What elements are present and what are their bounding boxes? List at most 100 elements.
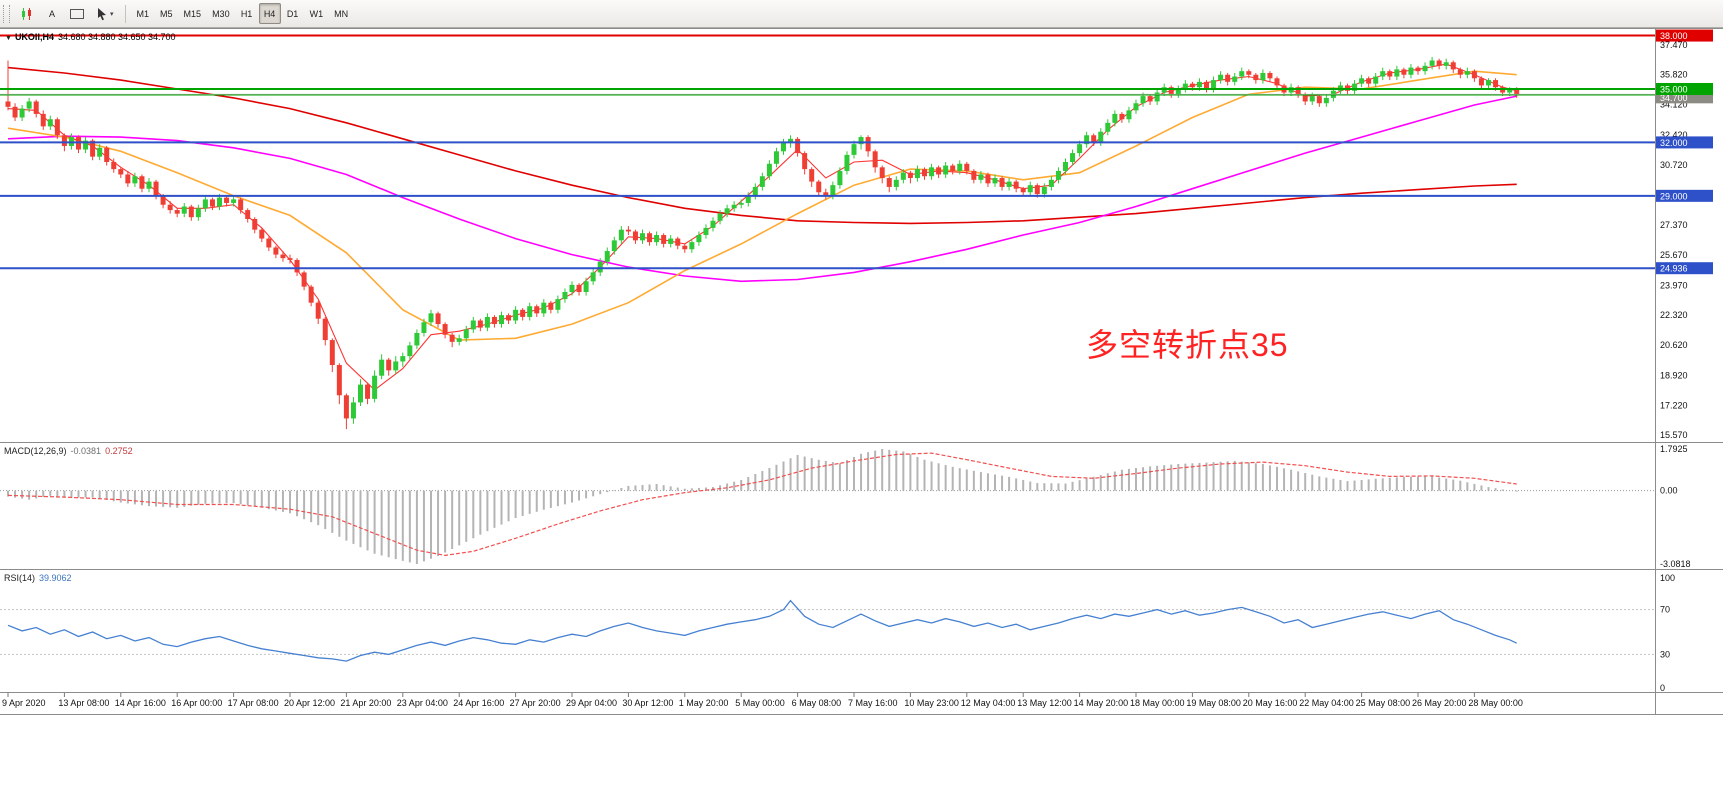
chart-annotation: 多空转折点35 [1086,327,1289,363]
svg-text:19 May 08:00: 19 May 08:00 [1186,698,1241,708]
svg-text:9 Apr 2020: 9 Apr 2020 [2,698,46,708]
symbol-ohlc: 34.680 34.880 34.650 34.700 [57,32,176,42]
candlestick-icon [22,7,31,20]
price-badge-29.000: 29.000 [1656,189,1713,202]
svg-text:25 May 08:00: 25 May 08:00 [1356,698,1411,708]
price-badge-32.000: 32.000 [1656,136,1713,149]
svg-text:24 Apr 16:00: 24 Apr 16:00 [453,698,504,708]
candlestick-series [5,56,1520,430]
chart-symbol-label: ▼ UKOIl,H4 34.680 34.880 34.650 34.700 [5,32,176,42]
text-tool-button[interactable]: A [41,3,63,24]
svg-text:15.570: 15.570 [1660,430,1688,440]
svg-text:1 May 20:00: 1 May 20:00 [679,698,729,708]
svg-text:5 May 00:00: 5 May 00:00 [735,698,785,708]
price-axis: 37.47035.82034.12032.42030.72029.02027.3… [1656,29,1723,715]
toolbar: A ▾ M1 M5 M15 M30 H1 H4 D1 W1 MN [0,0,1723,28]
svg-text:27.370: 27.370 [1660,220,1688,230]
price-badge-24.936: 24.936 [1656,262,1713,275]
tf-button-mn[interactable]: MN [329,3,353,24]
svg-text:13 May 12:00: 13 May 12:00 [1017,698,1072,708]
rectangle-icon [70,8,84,19]
svg-text:34.700: 34.700 [1660,93,1688,103]
collapse-arrow-icon[interactable]: ▼ [5,35,12,42]
svg-text:16 Apr 00:00: 16 Apr 00:00 [171,698,222,708]
svg-text:100: 100 [1660,573,1675,583]
rsi-line [7,599,1517,662]
svg-text:20 May 16:00: 20 May 16:00 [1243,698,1298,708]
svg-text:0.00: 0.00 [1660,486,1678,496]
svg-text:10 May 23:00: 10 May 23:00 [904,698,959,708]
svg-text:24.936: 24.936 [1660,264,1688,274]
svg-text:12 May 04:00: 12 May 04:00 [961,698,1016,708]
svg-text:29 Apr 04:00: 29 Apr 04:00 [566,698,617,708]
macd-panel[interactable] [0,449,1655,564]
rsi-panel[interactable] [0,599,1655,662]
svg-text:29.000: 29.000 [1660,191,1688,201]
svg-text:35.820: 35.820 [1660,69,1688,79]
svg-text:20.620: 20.620 [1660,340,1688,350]
cursor-icon [98,7,106,20]
tf-button-w1[interactable]: W1 [305,3,329,24]
svg-text:0: 0 [1660,683,1665,693]
svg-text:6 May 08:00: 6 May 08:00 [792,698,842,708]
tf-button-h4[interactable]: H4 [258,3,281,24]
svg-text:14 Apr 16:00: 14 Apr 16:00 [115,698,166,708]
toolbar-grip[interactable] [3,4,10,23]
svg-text:26 May 20:00: 26 May 20:00 [1412,698,1467,708]
svg-text:17.220: 17.220 [1660,401,1688,411]
svg-text:-3.0818: -3.0818 [1660,559,1691,569]
toolbar-separator [124,4,126,23]
time-axis: 9 Apr 2020 13 Apr 08:00 14 Apr 16:00 16 Apr… [2,693,1523,708]
svg-text:30 Apr 12:00: 30 Apr 12:00 [622,698,673,708]
tf-button-m5[interactable]: M5 [155,3,178,24]
rsi-value: 39.9062 [39,573,72,583]
tf-button-m30[interactable]: M30 [207,3,235,24]
svg-text:18.920: 18.920 [1660,370,1688,380]
macd-label: MACD(12,26,9) -0.0381 0.2752 [4,446,133,456]
chevron-down-icon: ▾ [110,10,114,18]
svg-text:17 Apr 08:00: 17 Apr 08:00 [228,698,279,708]
svg-text:13 Apr 08:00: 13 Apr 08:00 [58,698,109,708]
macd-value: -0.0381 [70,446,102,456]
macd-histogram [7,449,1518,564]
svg-text:38.000: 38.000 [1660,31,1688,41]
svg-text:27 Apr 20:00: 27 Apr 20:00 [510,698,561,708]
macd-signal-value: 0.2752 [105,446,133,456]
rsi-name: RSI(14) [4,573,36,583]
svg-text:7 May 16:00: 7 May 16:00 [848,698,898,708]
svg-text:35.000: 35.000 [1660,84,1688,94]
svg-text:20 Apr 12:00: 20 Apr 12:00 [284,698,335,708]
macd-signal-line [7,452,1517,557]
timeframe-toolbar: M1 M5 M15 M30 H1 H4 D1 W1 MN [132,3,354,24]
cursor-tool-button[interactable]: ▾ [91,3,119,24]
svg-text:30: 30 [1660,649,1670,659]
tf-button-m15[interactable]: M15 [179,3,207,24]
tf-button-m1[interactable]: M1 [132,3,155,24]
ma-slow-red [7,66,1517,225]
rectangle-tool-button[interactable] [65,3,89,24]
rsi-label: RSI(14) 39.9062 [4,573,72,583]
svg-text:1.7925: 1.7925 [1660,444,1688,454]
chart-background [0,29,1723,786]
svg-text:32.420: 32.420 [1660,130,1688,140]
tf-button-d1[interactable]: D1 [282,3,304,24]
svg-text:70: 70 [1660,605,1670,615]
svg-text:28 May 00:00: 28 May 00:00 [1468,698,1523,708]
svg-text:14 May 20:00: 14 May 20:00 [1074,698,1129,708]
svg-text:30.720: 30.720 [1660,160,1688,170]
svg-text:22 May 04:00: 22 May 04:00 [1299,698,1354,708]
price-badge-38.000: 38.000 [1656,29,1713,42]
tf-button-h1[interactable]: H1 [236,3,258,24]
ma-orange [7,70,1517,341]
price-badge-35.000: 35.000 [1656,82,1713,95]
svg-text:25.670: 25.670 [1660,250,1688,260]
main-plot-area[interactable] [0,34,1655,430]
svg-text:23 Apr 04:00: 23 Apr 04:00 [397,698,448,708]
svg-text:34.120: 34.120 [1660,100,1688,110]
macd-name: MACD(12,26,9) [4,446,67,456]
svg-text:37.470: 37.470 [1660,40,1688,50]
svg-text:32.000: 32.000 [1660,138,1688,148]
chart-window-button[interactable] [15,3,39,24]
